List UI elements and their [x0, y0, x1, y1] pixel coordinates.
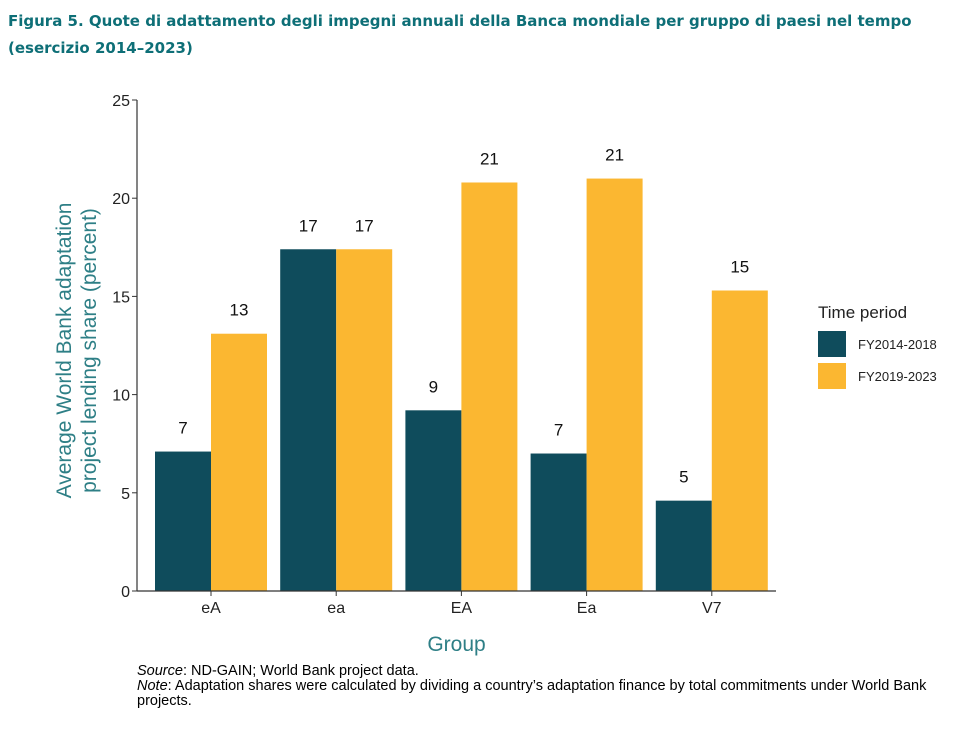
legend-entry: FY2014-2018: [858, 337, 937, 352]
y-tick-label: 10: [112, 388, 130, 405]
y-tick-label: 20: [112, 191, 130, 208]
bar-value-label: 7: [178, 419, 187, 438]
y-axis-label-line: project lending share (percent): [78, 208, 101, 493]
note-label: Note: [137, 678, 168, 694]
bar-ea-FY2019-2023: [336, 249, 393, 591]
bar-value-label: 5: [679, 468, 688, 487]
x-tick-label: EA: [451, 600, 473, 617]
bar-value-label: 7: [554, 421, 563, 440]
y-axis-label-line: Average World Bank adaptation: [53, 203, 76, 499]
legend-swatch: [818, 331, 846, 357]
note-text: : Adaptation shares were calculated by d…: [137, 678, 927, 709]
bar-EA-FY2014-2018: [405, 410, 462, 591]
bar-V7-FY2014-2018: [655, 500, 712, 591]
bar-chart: Average World Bank adaptation project len…: [53, 93, 937, 656]
y-axis-label: Average World Bank adaptation project len…: [53, 203, 101, 499]
bar-value-label: 13: [230, 301, 249, 320]
y-tick-label: 5: [121, 486, 130, 503]
x-tick-label: eA: [201, 600, 221, 617]
figure-notes: Source: ND-GAIN; World Bank project data…: [137, 664, 937, 709]
y-tick-label: 25: [112, 93, 130, 110]
bar-Ea-FY2014-2018: [530, 453, 587, 591]
source-text: : ND-GAIN; World Bank project data.: [182, 663, 419, 679]
legend: Time period FY2014-2018 FY2019-2023: [818, 303, 937, 389]
method-note: Note: Adaptation shares were calculated …: [137, 679, 937, 709]
y-tick-label: 0: [121, 584, 130, 601]
bar-EA-FY2019-2023: [461, 182, 518, 591]
bar-Ea-FY2019-2023: [586, 178, 643, 591]
bar-value-label: 17: [299, 216, 318, 235]
y-tick-label: 15: [112, 289, 130, 306]
x-tick-label: ea: [327, 600, 345, 617]
legend-swatch: [818, 363, 846, 389]
bar-value-label: 15: [730, 258, 749, 277]
x-axis-ticks: eA ea EA Ea V7: [201, 591, 722, 617]
bar-value-label: 21: [605, 146, 624, 165]
source-note: Source: ND-GAIN; World Bank project data…: [137, 664, 937, 679]
axes: [136, 100, 776, 592]
bar-value-labels: 7 17 9 7 5 13 17 21 21 15: [178, 146, 749, 487]
figure-title: Figura 5. Quote di adattamento degli imp…: [8, 12, 912, 57]
x-axis-label: Group: [427, 633, 485, 656]
bar-eA-FY2019-2023: [211, 333, 267, 591]
bar-value-label: 21: [480, 149, 499, 168]
bar-V7-FY2019-2023: [711, 290, 768, 591]
bars: [155, 178, 768, 591]
bar-eA-FY2014-2018: [155, 451, 211, 591]
legend-title: Time period: [818, 303, 907, 322]
x-tick-label: V7: [702, 600, 722, 617]
bar-value-label: 17: [355, 216, 374, 235]
source-label: Source: [137, 663, 183, 679]
x-tick-label: Ea: [577, 600, 597, 617]
bar-ea-FY2014-2018: [280, 249, 337, 591]
bar-value-label: 9: [429, 377, 438, 396]
y-axis-ticks: 0 5 10 15 20 25: [112, 93, 137, 601]
legend-entry: FY2019-2023: [858, 369, 937, 384]
